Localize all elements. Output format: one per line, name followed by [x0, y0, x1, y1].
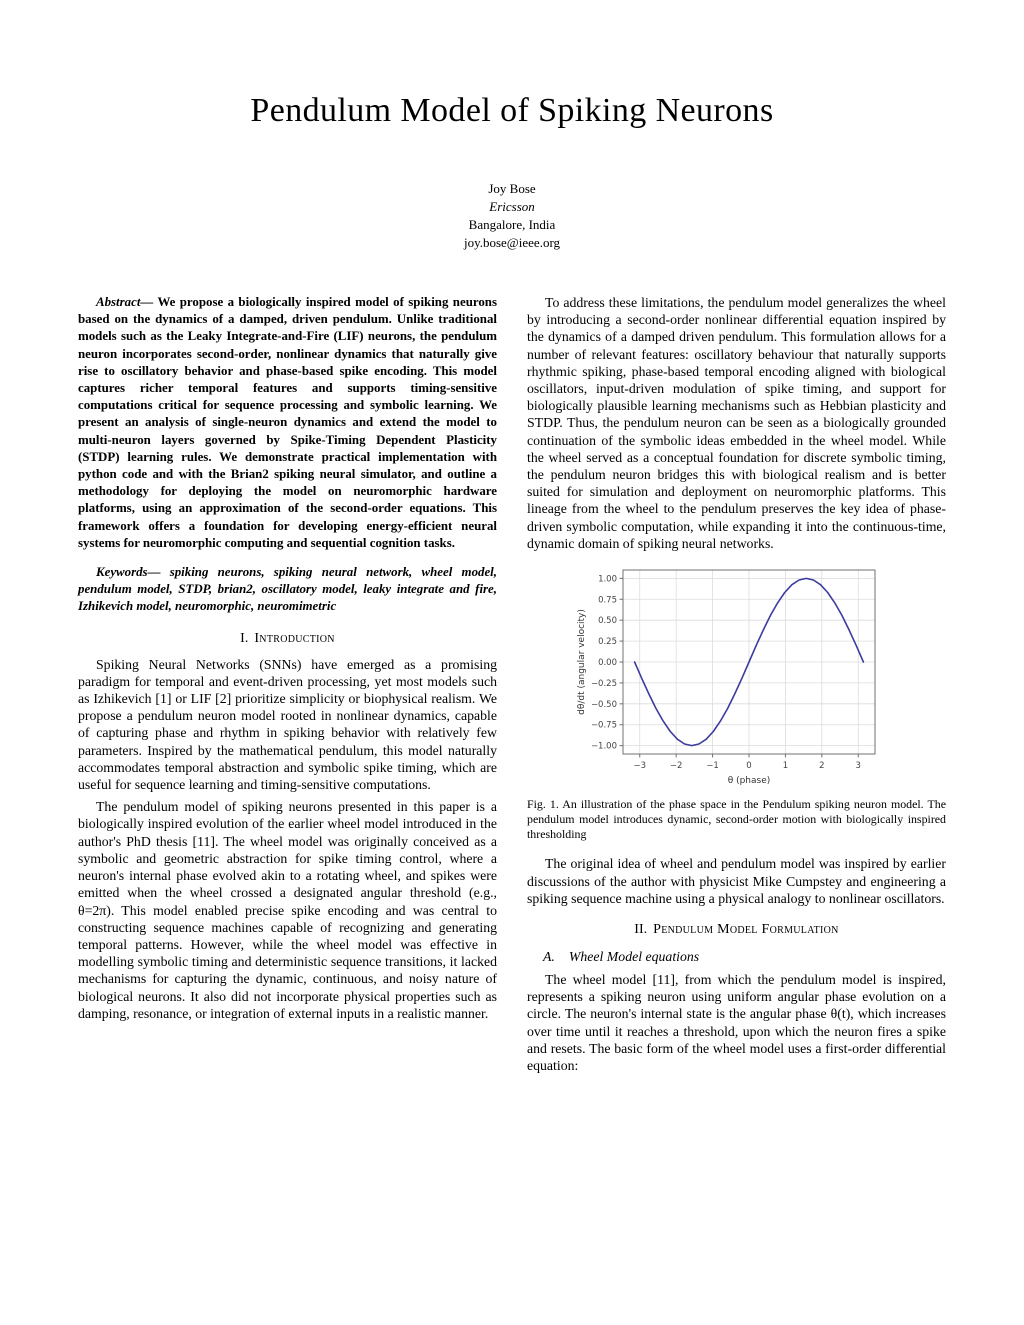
figure-1-caption: Fig. 1. An illustration of the phase spa… — [527, 797, 946, 841]
svg-text:−0.25: −0.25 — [591, 679, 617, 689]
intro-paragraph-1: Spiking Neural Networks (SNNs) have emer… — [78, 656, 497, 793]
svg-text:0.25: 0.25 — [598, 637, 617, 647]
section-heading-introduction: I. Introduction — [78, 631, 497, 647]
fig1-chart: −3 −2 −1 0 1 2 3 1.00 0.75 0.50 0.25 0.00 −0.25 −0.50… — [577, 569, 876, 786]
author-location: Bangalore, India — [468, 217, 556, 232]
subsection-label: A. — [543, 949, 555, 965]
section-title: Introduction — [254, 630, 335, 646]
svg-text:0.75: 0.75 — [598, 595, 617, 605]
svg-text:−1.00: −1.00 — [591, 742, 617, 752]
intro-paragraph-2: The pendulum model of spiking neurons pr… — [78, 799, 497, 1021]
section-number: I. — [240, 630, 249, 646]
svg-text:0: 0 — [746, 761, 751, 771]
figure-1: −3 −2 −1 0 1 2 3 1.00 0.75 0.50 0.25 0.00 −0.25 −0.50… — [573, 562, 946, 793]
svg-text:−1: −1 — [706, 761, 719, 771]
svg-text:2: 2 — [819, 761, 824, 771]
svg-text:0.50: 0.50 — [598, 616, 617, 626]
svg-text:θ (phase): θ (phase) — [728, 776, 771, 786]
section-number: II. — [634, 922, 648, 938]
abstract-text: We propose a biologically inspired model… — [78, 295, 497, 550]
subsection-heading-wheel-equations: A. Wheel Model equations — [543, 949, 946, 965]
author-name: Joy Bose — [488, 181, 536, 196]
keywords-paragraph: Keywords— spiking neurons, spiking neura… — [78, 564, 497, 616]
svg-text:−3: −3 — [633, 761, 646, 771]
svg-text:1.00: 1.00 — [598, 574, 617, 584]
svg-text:dθ/dt (angular velocity): dθ/dt (angular velocity) — [577, 609, 587, 715]
author-affiliation: Ericsson — [489, 199, 535, 214]
abstract-paragraph: Abstract— We propose a biologically insp… — [78, 294, 497, 552]
svg-text:0.00: 0.00 — [598, 658, 617, 668]
svg-text:1: 1 — [783, 761, 788, 771]
author-email: joy.bose@ieee.org — [463, 235, 561, 250]
keywords-lead: Keywords— — [96, 565, 161, 580]
limitations-paragraph: To address these limitations, the pendul… — [527, 295, 946, 551]
author-block: Joy Bose Ericsson Bangalore, India joy.b… — [78, 180, 946, 252]
left-column: Abstract— We propose a biologically insp… — [78, 294, 497, 1027]
svg-text:−0.75: −0.75 — [591, 721, 617, 731]
section-heading-formulation: II. Pendulum Model Formulation — [527, 922, 946, 938]
section-title: Pendulum Model Formulation — [653, 922, 839, 938]
page-title: Pendulum Model of Spiking Neurons — [250, 92, 774, 129]
svg-text:−2: −2 — [670, 761, 683, 771]
abstract-lead: Abstract— — [96, 295, 154, 309]
svg-text:3: 3 — [856, 761, 861, 771]
right-column: To address these limitations, the pendul… — [527, 294, 946, 1079]
svg-text:−0.50: −0.50 — [591, 700, 617, 710]
wheel-model-paragraph: The wheel model [11], from which the pen… — [527, 972, 946, 1074]
subsection-title: Wheel Model equations — [568, 949, 700, 965]
two-column-body: Abstract— We propose a biologically insp… — [78, 294, 946, 1079]
original-idea-paragraph: The original idea of wheel and pendulum … — [527, 856, 946, 906]
keywords-text: spiking neurons, spiking neural network,… — [78, 565, 497, 614]
